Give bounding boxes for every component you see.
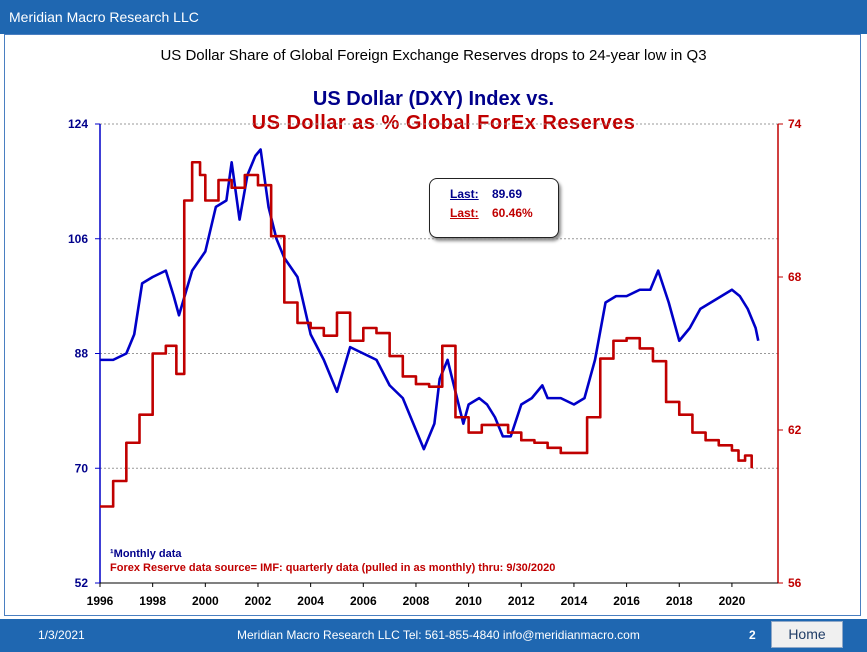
last-dxy-label: Last:: [450, 187, 479, 201]
series-line-dxy: [100, 148, 760, 451]
last-reserves-label: Last:: [450, 206, 479, 220]
x-tick-label: 1996: [87, 594, 114, 608]
series-line-reserves: [100, 160, 753, 508]
left-tick-label: 124: [68, 117, 88, 131]
x-tick-label: 2012: [508, 594, 535, 608]
x-tick-label: 2000: [192, 594, 219, 608]
x-tick-label: 2006: [350, 594, 377, 608]
page-number: 2: [749, 628, 756, 642]
x-tick-label: 2002: [245, 594, 272, 608]
note-source: Forex Reserve data source= IMF: quarterl…: [110, 562, 556, 574]
home-button[interactable]: Home: [771, 621, 843, 648]
x-tick-label: 1998: [139, 594, 166, 608]
last-reserves-value: 60.46%: [492, 206, 533, 220]
note-monthly: ¹Monthly data: [110, 548, 182, 560]
right-tick-label: 68: [788, 270, 802, 284]
last-reserves-row: Last: 60.46%: [450, 206, 533, 220]
last-dxy-row: Last: 89.69: [450, 187, 522, 201]
x-tick-label: 2014: [561, 594, 588, 608]
x-tick-label: 2016: [613, 594, 640, 608]
right-tick-label: 56: [788, 576, 802, 590]
slide-frame: [4, 34, 861, 616]
right-tick-label: 62: [788, 423, 802, 437]
x-tick-label: 2004: [297, 594, 324, 608]
title-vs: vs.: [520, 88, 555, 110]
x-tick-label: 2020: [719, 594, 746, 608]
title-dxy: US Dollar (DXY) Index: [312, 88, 521, 110]
footer-bar: 1/3/2021 Meridian Macro Research LLC Tel…: [0, 619, 867, 652]
header-title: Meridian Macro Research LLC: [9, 9, 199, 25]
x-tick-label: 2018: [666, 594, 693, 608]
x-tick-label: 2008: [403, 594, 430, 608]
left-tick-label: 52: [75, 576, 89, 590]
last-values-box: Last: 89.69 Last: 60.46%: [429, 178, 559, 238]
x-tick-label: 2010: [455, 594, 482, 608]
left-tick-label: 88: [75, 347, 89, 361]
left-tick-label: 106: [68, 232, 88, 246]
top-bar: Meridian Macro Research LLC: [0, 0, 867, 34]
footer-contact: Meridian Macro Research LLC Tel: 561-855…: [237, 628, 640, 642]
right-tick-label: 74: [788, 117, 802, 131]
chart-title-line2: US Dollar as % Global ForEx Reserves: [251, 112, 636, 134]
chart-title-line1: US Dollar (DXY) Index vs.: [0, 88, 867, 111]
left-tick-label: 70: [75, 461, 89, 475]
slide-subtitle: US Dollar Share of Global Foreign Exchan…: [160, 47, 707, 64]
last-dxy-value: 89.69: [492, 187, 523, 201]
footer-date: 1/3/2021: [38, 628, 85, 642]
